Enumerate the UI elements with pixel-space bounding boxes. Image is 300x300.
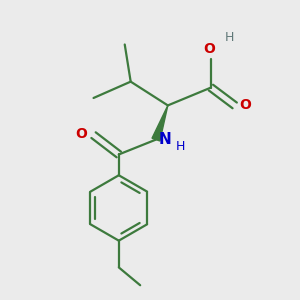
Text: N: N <box>158 132 171 147</box>
Text: O: O <box>203 42 215 56</box>
Polygon shape <box>152 105 168 141</box>
Text: O: O <box>75 127 87 141</box>
Text: O: O <box>239 98 251 112</box>
Text: H: H <box>175 140 184 153</box>
Text: H: H <box>224 32 234 44</box>
